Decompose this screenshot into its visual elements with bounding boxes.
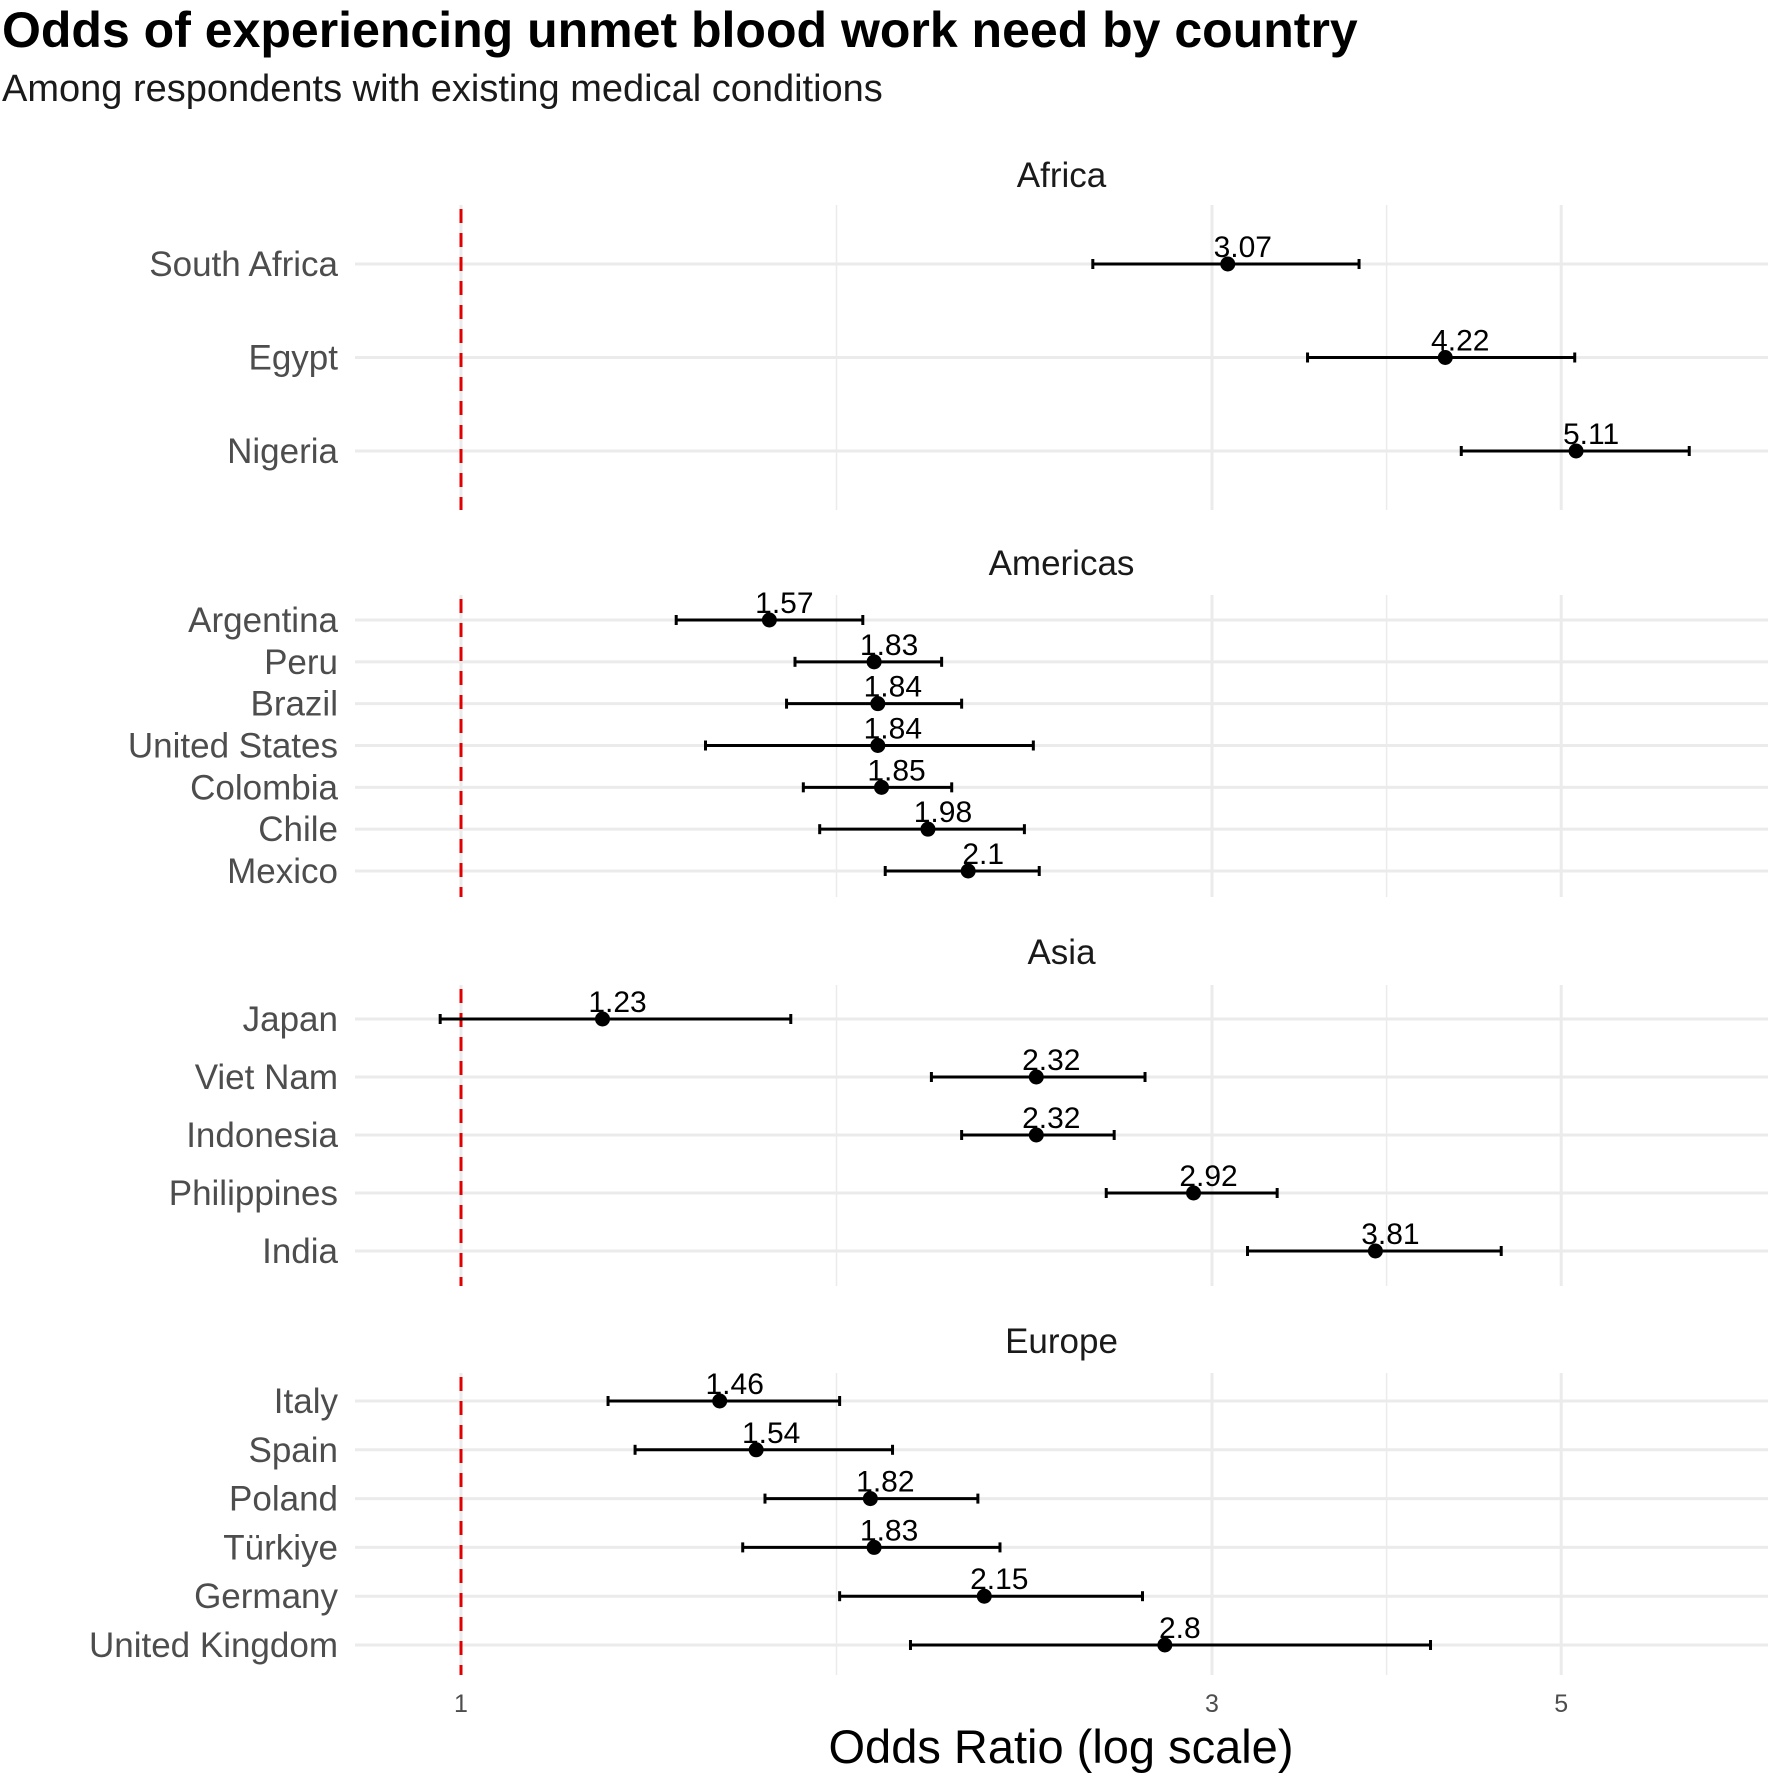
data-label-italy: 1.46: [705, 1368, 763, 1401]
point-peru: [866, 654, 882, 670]
country-label-germany: Germany: [194, 1577, 338, 1616]
country-label-t-rkiye: Türkiye: [223, 1528, 338, 1567]
data-label-united-kingdom: 2.8: [1159, 1612, 1201, 1645]
facet-label-europe: Europe: [1005, 1322, 1118, 1361]
point-t-rkiye: [866, 1539, 882, 1555]
x-tick-label: 1: [454, 1690, 468, 1718]
point-brazil: [870, 696, 886, 712]
country-label-argentina: Argentina: [188, 601, 338, 640]
country-label-spain: Spain: [248, 1431, 338, 1470]
point-colombia: [874, 779, 890, 795]
country-label-philippines: Philippines: [169, 1174, 338, 1213]
data-label-nigeria: 5.11: [1563, 418, 1619, 451]
data-label-argentina: 1.57: [755, 587, 813, 620]
point-philippines: [1186, 1185, 1202, 1201]
point-chile: [920, 821, 936, 837]
data-label-colombia: 1.85: [867, 754, 925, 787]
data-label-japan: 1.23: [588, 986, 646, 1019]
chart-subtitle: Among respondents with existing medical …: [2, 68, 883, 110]
point-germany: [976, 1588, 992, 1604]
point-egypt: [1437, 350, 1453, 365]
data-label-germany: 2.15: [970, 1563, 1028, 1596]
point-japan: [595, 1011, 611, 1027]
data-label-united-states: 1.84: [864, 713, 922, 746]
data-label-mexico: 2.1: [962, 838, 1004, 871]
facet-label-asia: Asia: [1027, 933, 1096, 972]
facet-label-africa: Africa: [1017, 156, 1107, 195]
data-label-brazil: 1.84: [864, 671, 922, 704]
point-italy: [712, 1393, 728, 1409]
country-label-united-states: United States: [128, 727, 338, 766]
country-label-peru: Peru: [264, 643, 338, 682]
point-united-kingdom: [1157, 1637, 1173, 1653]
point-argentina: [761, 612, 777, 628]
country-label-south-africa: South Africa: [149, 245, 338, 284]
data-label-india: 3.81: [1361, 1218, 1419, 1251]
country-label-united-kingdom: United Kingdom: [89, 1626, 338, 1665]
data-label-t-rkiye: 1.83: [860, 1514, 918, 1547]
data-label-poland: 1.82: [856, 1466, 914, 1499]
country-label-italy: Italy: [274, 1382, 339, 1421]
country-label-indonesia: Indonesia: [186, 1116, 338, 1155]
chart-title: Odds of experiencing unmet blood work ne…: [2, 2, 1358, 58]
x-tick-label: 5: [1554, 1690, 1568, 1718]
data-label-chile: 1.98: [914, 796, 972, 829]
data-label-egypt: 4.22: [1431, 325, 1489, 358]
country-label-egypt: Egypt: [249, 339, 339, 378]
point-poland: [862, 1491, 878, 1507]
point-viet-nam: [1028, 1069, 1044, 1085]
country-label-japan: Japan: [243, 1000, 338, 1039]
facet-label-americas: Americas: [989, 544, 1135, 583]
country-label-nigeria: Nigeria: [227, 432, 338, 471]
point-india: [1367, 1243, 1383, 1259]
country-label-brazil: Brazil: [250, 685, 338, 724]
country-label-poland: Poland: [229, 1480, 338, 1519]
country-label-chile: Chile: [258, 810, 338, 849]
country-label-mexico: Mexico: [227, 852, 338, 891]
data-label-philippines: 2.92: [1179, 1160, 1237, 1193]
data-label-spain: 1.54: [742, 1417, 800, 1450]
point-spain: [748, 1442, 764, 1458]
point-south-africa: [1220, 256, 1236, 272]
x-tick-label: 3: [1205, 1690, 1219, 1718]
point-united-states: [870, 738, 886, 753]
country-label-viet-nam: Viet Nam: [195, 1058, 338, 1097]
point-mexico: [960, 863, 976, 879]
x-axis-title: Odds Ratio (log scale): [829, 1720, 1294, 1773]
country-label-colombia: Colombia: [190, 768, 338, 807]
data-label-indonesia: 2.32: [1022, 1102, 1080, 1135]
point-nigeria: [1568, 443, 1584, 459]
country-label-india: India: [262, 1232, 338, 1271]
data-label-peru: 1.83: [860, 629, 918, 662]
point-indonesia: [1028, 1127, 1044, 1143]
data-label-south-africa: 3.07: [1214, 231, 1272, 264]
data-label-viet-nam: 2.32: [1022, 1044, 1080, 1077]
